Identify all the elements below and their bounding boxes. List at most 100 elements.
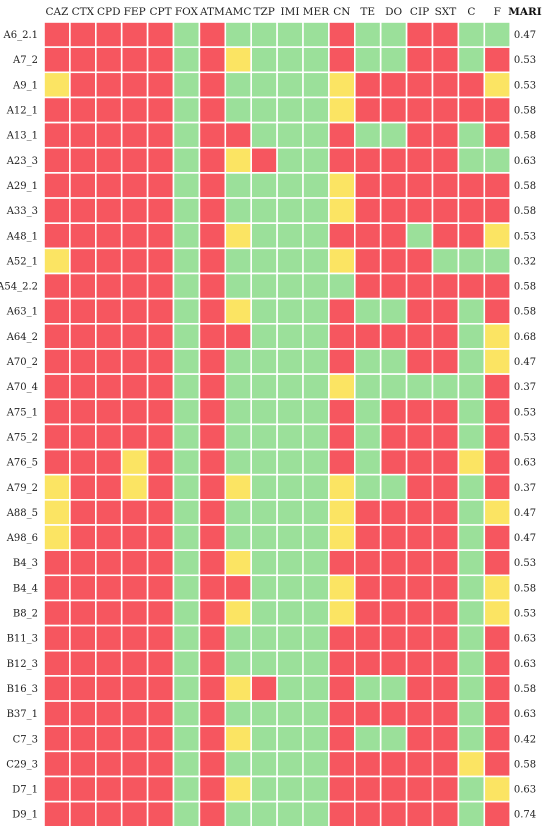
heatmap-cell	[328, 146, 356, 174]
heatmap-cell	[120, 71, 149, 99]
heatmap-cell	[431, 197, 460, 225]
heatmap-cell	[457, 197, 486, 225]
column-label: AMC	[224, 6, 251, 18]
mari-value: 0.53	[514, 80, 536, 91]
heatmap-cell	[95, 725, 123, 753]
heatmap-cell	[95, 574, 123, 602]
heatmap-cell	[172, 71, 201, 99]
heatmap-cell	[95, 473, 123, 501]
heatmap-cell	[302, 624, 330, 652]
heatmap-cell	[120, 46, 149, 74]
heatmap-cell	[302, 172, 330, 199]
heatmap-cell	[250, 624, 278, 652]
heatmap-cell	[483, 71, 511, 99]
heatmap-cell	[379, 297, 408, 325]
heatmap-cell	[198, 624, 227, 652]
heatmap-cell	[198, 574, 227, 602]
heatmap-cell	[328, 46, 356, 74]
heatmap-cell	[457, 146, 486, 174]
heatmap-cell	[120, 700, 149, 727]
heatmap-cell	[198, 272, 227, 300]
heatmap-cell	[43, 423, 71, 451]
heatmap-cell	[120, 549, 149, 577]
heatmap-cell	[328, 750, 356, 778]
mari-value: 0.63	[514, 709, 536, 720]
heatmap-cell	[120, 448, 149, 476]
heatmap-cell	[146, 700, 175, 727]
heatmap-cell	[328, 448, 356, 476]
heatmap-cell	[353, 96, 382, 124]
heatmap-cell	[146, 46, 175, 74]
heatmap-cell	[353, 71, 382, 99]
heatmap-cell	[276, 473, 304, 501]
heatmap-cell	[120, 725, 149, 753]
heatmap-cell	[69, 348, 97, 375]
heatmap-cell	[172, 197, 201, 225]
mari-value: 0.63	[514, 156, 536, 167]
heatmap-cell	[353, 800, 382, 828]
heatmap-cell	[483, 373, 511, 401]
heatmap-cell	[172, 700, 201, 727]
heatmap-cell	[198, 549, 227, 577]
heatmap-cell	[353, 222, 382, 250]
heatmap-cell	[172, 499, 201, 526]
mari-value: 0.58	[514, 181, 536, 192]
column-label: CPD	[97, 6, 121, 18]
heatmap-cell	[224, 524, 253, 551]
mari-value: 0.68	[514, 332, 536, 343]
heatmap-cell	[379, 624, 408, 652]
heatmap-cell	[302, 423, 330, 451]
heatmap-cell	[483, 348, 511, 375]
heatmap-cell	[120, 675, 149, 702]
heatmap-cell	[302, 649, 330, 677]
heatmap-cell	[146, 96, 175, 124]
heatmap-cell	[95, 222, 123, 250]
heatmap-cell	[172, 423, 201, 451]
heatmap-cell	[43, 775, 71, 803]
heatmap-cell	[224, 549, 253, 577]
heatmap-cell	[379, 775, 408, 803]
heatmap-cell	[198, 247, 227, 275]
heatmap-cell	[431, 800, 460, 828]
row-label: B4_3	[13, 558, 38, 569]
heatmap-cell	[120, 348, 149, 375]
mari-value: 0.63	[514, 634, 536, 645]
heatmap-cell	[146, 574, 175, 602]
heatmap-cell	[69, 172, 97, 199]
heatmap-cell	[405, 750, 434, 778]
row-label: A63_1	[6, 307, 38, 318]
heatmap-cell	[250, 499, 278, 526]
heatmap-cell	[43, 197, 71, 225]
heatmap-cell	[302, 21, 330, 48]
heatmap-cell	[95, 800, 123, 828]
row-label: A7_2	[12, 55, 38, 66]
heatmap-cell	[302, 549, 330, 577]
row-label: A88_5	[6, 508, 38, 519]
heatmap-cell	[379, 649, 408, 677]
heatmap-cell	[250, 322, 278, 350]
heatmap-cell	[69, 272, 97, 300]
heatmap-cell	[457, 322, 486, 350]
mari-value: 0.58	[514, 684, 536, 695]
heatmap-cell	[198, 524, 227, 551]
heatmap-cell	[198, 499, 227, 526]
heatmap-cell	[431, 775, 460, 803]
heatmap-cell	[146, 222, 175, 250]
heatmap-cell	[405, 46, 434, 74]
heatmap-cell	[405, 473, 434, 501]
heatmap-cell	[353, 46, 382, 74]
heatmap-cell	[198, 700, 227, 727]
heatmap-cell	[146, 272, 175, 300]
mari-value: 0.63	[514, 659, 536, 670]
heatmap-cell	[353, 373, 382, 401]
heatmap-cell	[95, 373, 123, 401]
heatmap-cell	[328, 373, 356, 401]
heatmap-cell	[146, 21, 175, 48]
heatmap-cell	[120, 146, 149, 174]
heatmap-cell	[120, 272, 149, 300]
heatmap-cell	[250, 96, 278, 124]
heatmap-cell	[120, 574, 149, 602]
heatmap-cell	[198, 599, 227, 627]
heatmap-cell	[250, 297, 278, 325]
heatmap-cell	[146, 549, 175, 577]
